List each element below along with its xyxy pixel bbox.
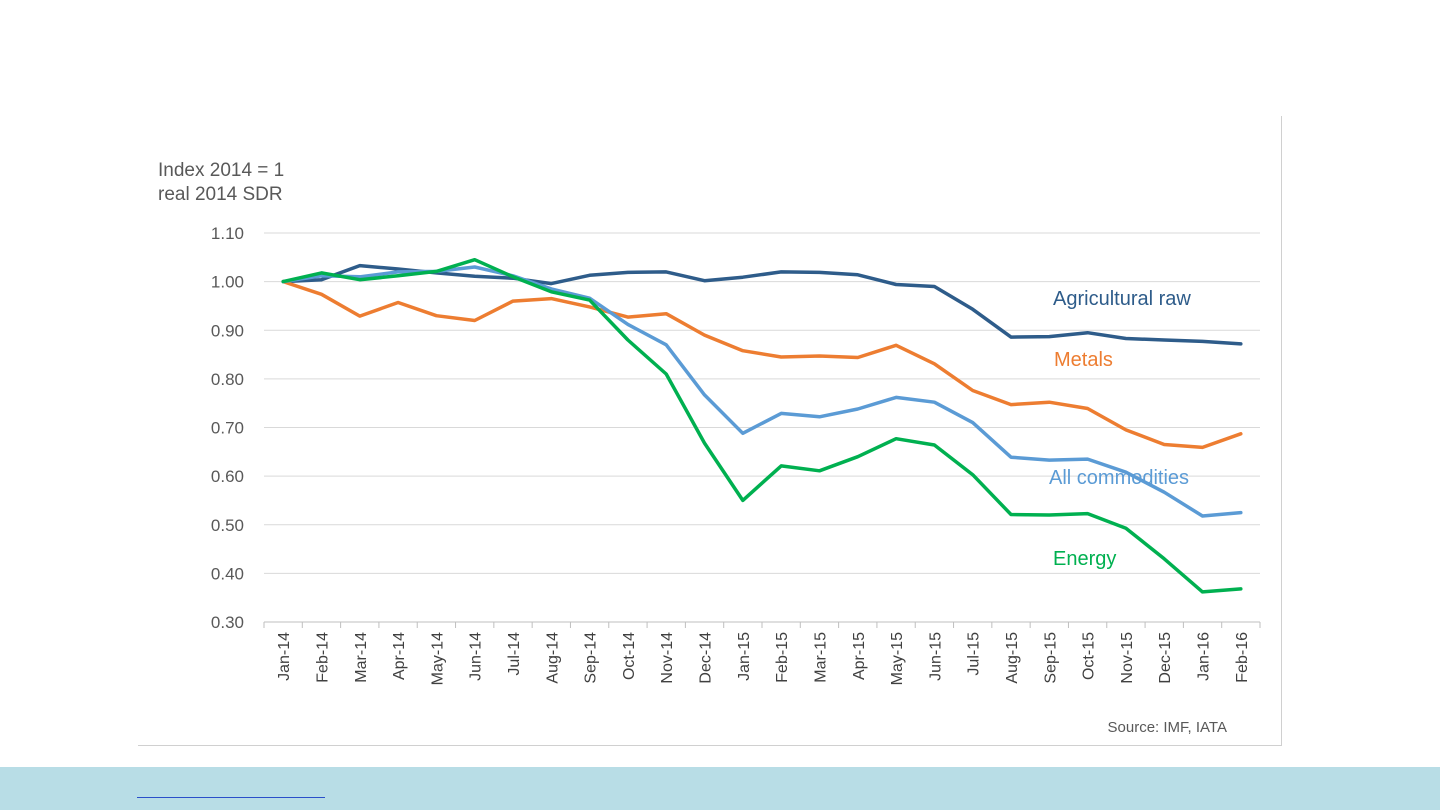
x-tick-label: Apr-14 <box>391 632 408 680</box>
y-tick-label: 0.60 <box>211 467 244 486</box>
footer-band <box>0 767 1440 810</box>
x-tick-label: Jul-15 <box>966 632 983 676</box>
x-tick-label: Feb-15 <box>774 632 791 683</box>
y-tick-labels: 1.10 1.00 0.90 0.80 0.70 0.60 0.50 0.40 0.30 <box>211 224 244 632</box>
y-tick-label: 0.90 <box>211 321 244 340</box>
x-tick-label: Mar-14 <box>353 632 370 683</box>
series-label-metals: Metals <box>1054 349 1113 371</box>
x-tick-labels: Jan-14 Feb-14 Mar-14 Apr-14 May-14 Jun-14 Jul-… <box>276 632 1251 685</box>
y-tick-label: 0.80 <box>211 370 244 389</box>
y-tick-label: 0.30 <box>211 613 244 632</box>
footer-link[interactable] <box>137 783 325 798</box>
y-tick-label: 1.00 <box>211 273 244 292</box>
y-tick-label: 0.70 <box>211 419 244 438</box>
y-tick-label: 1.10 <box>211 224 244 243</box>
y-axis-label-line-1: Index 2014 = 1 <box>158 160 284 181</box>
chart-frame-right-border <box>1281 116 1282 746</box>
y-tick-label: 0.50 <box>211 516 244 535</box>
x-tick-label: Dec-15 <box>1157 632 1174 684</box>
x-tick-label: Feb-16 <box>1234 632 1251 683</box>
series-label-agricultural-raw: Agricultural raw <box>1053 288 1191 310</box>
series-labels: Agricultural raw Metals All commodities Ene… <box>1049 288 1191 570</box>
x-tick-label: Aug-14 <box>544 632 561 684</box>
x-tick-label: Jan-14 <box>276 632 293 681</box>
y-axis-label-line-2: real 2014 SDR <box>158 184 283 205</box>
series-lines <box>281 257 1243 594</box>
series-line-energy <box>281 257 1243 594</box>
x-tick-label: May-14 <box>429 632 446 685</box>
x-tick-label: May-15 <box>889 632 906 685</box>
series-label-all-commodities: All commodities <box>1049 467 1189 489</box>
x-tick-label: Dec-14 <box>698 632 715 684</box>
series-line-metals <box>281 279 1243 450</box>
y-tick-label: 0.40 <box>211 564 244 583</box>
series-label-energy: Energy <box>1053 548 1116 570</box>
axes <box>263 621 1261 628</box>
x-tick-label: Oct-15 <box>1081 632 1098 680</box>
x-tick-label: Mar-15 <box>812 632 829 683</box>
x-tick-label: Feb-14 <box>314 632 331 683</box>
series-line-agricultural-raw <box>281 263 1243 346</box>
x-tick-label: Nov-14 <box>659 632 676 684</box>
x-tick-label: Sep-14 <box>583 632 600 684</box>
x-tick-label: Jan-16 <box>1196 632 1213 681</box>
source-note: Source: IMF, IATA <box>1108 719 1227 736</box>
x-tick-label: Jun-14 <box>468 632 485 681</box>
x-tick-label: Jul-14 <box>506 632 523 676</box>
x-tick-label: Oct-14 <box>621 632 638 680</box>
x-tick-label: Apr-15 <box>851 632 868 680</box>
chart-frame-bottom-border <box>138 745 1282 746</box>
gridlines <box>264 232 1260 574</box>
x-tick-label: Jan-15 <box>736 632 753 681</box>
x-tick-label: Jun-15 <box>927 632 944 681</box>
x-tick-label: Aug-15 <box>1004 632 1021 684</box>
x-tick-label: Nov-15 <box>1119 632 1136 684</box>
x-tick-label: Sep-15 <box>1042 632 1059 684</box>
